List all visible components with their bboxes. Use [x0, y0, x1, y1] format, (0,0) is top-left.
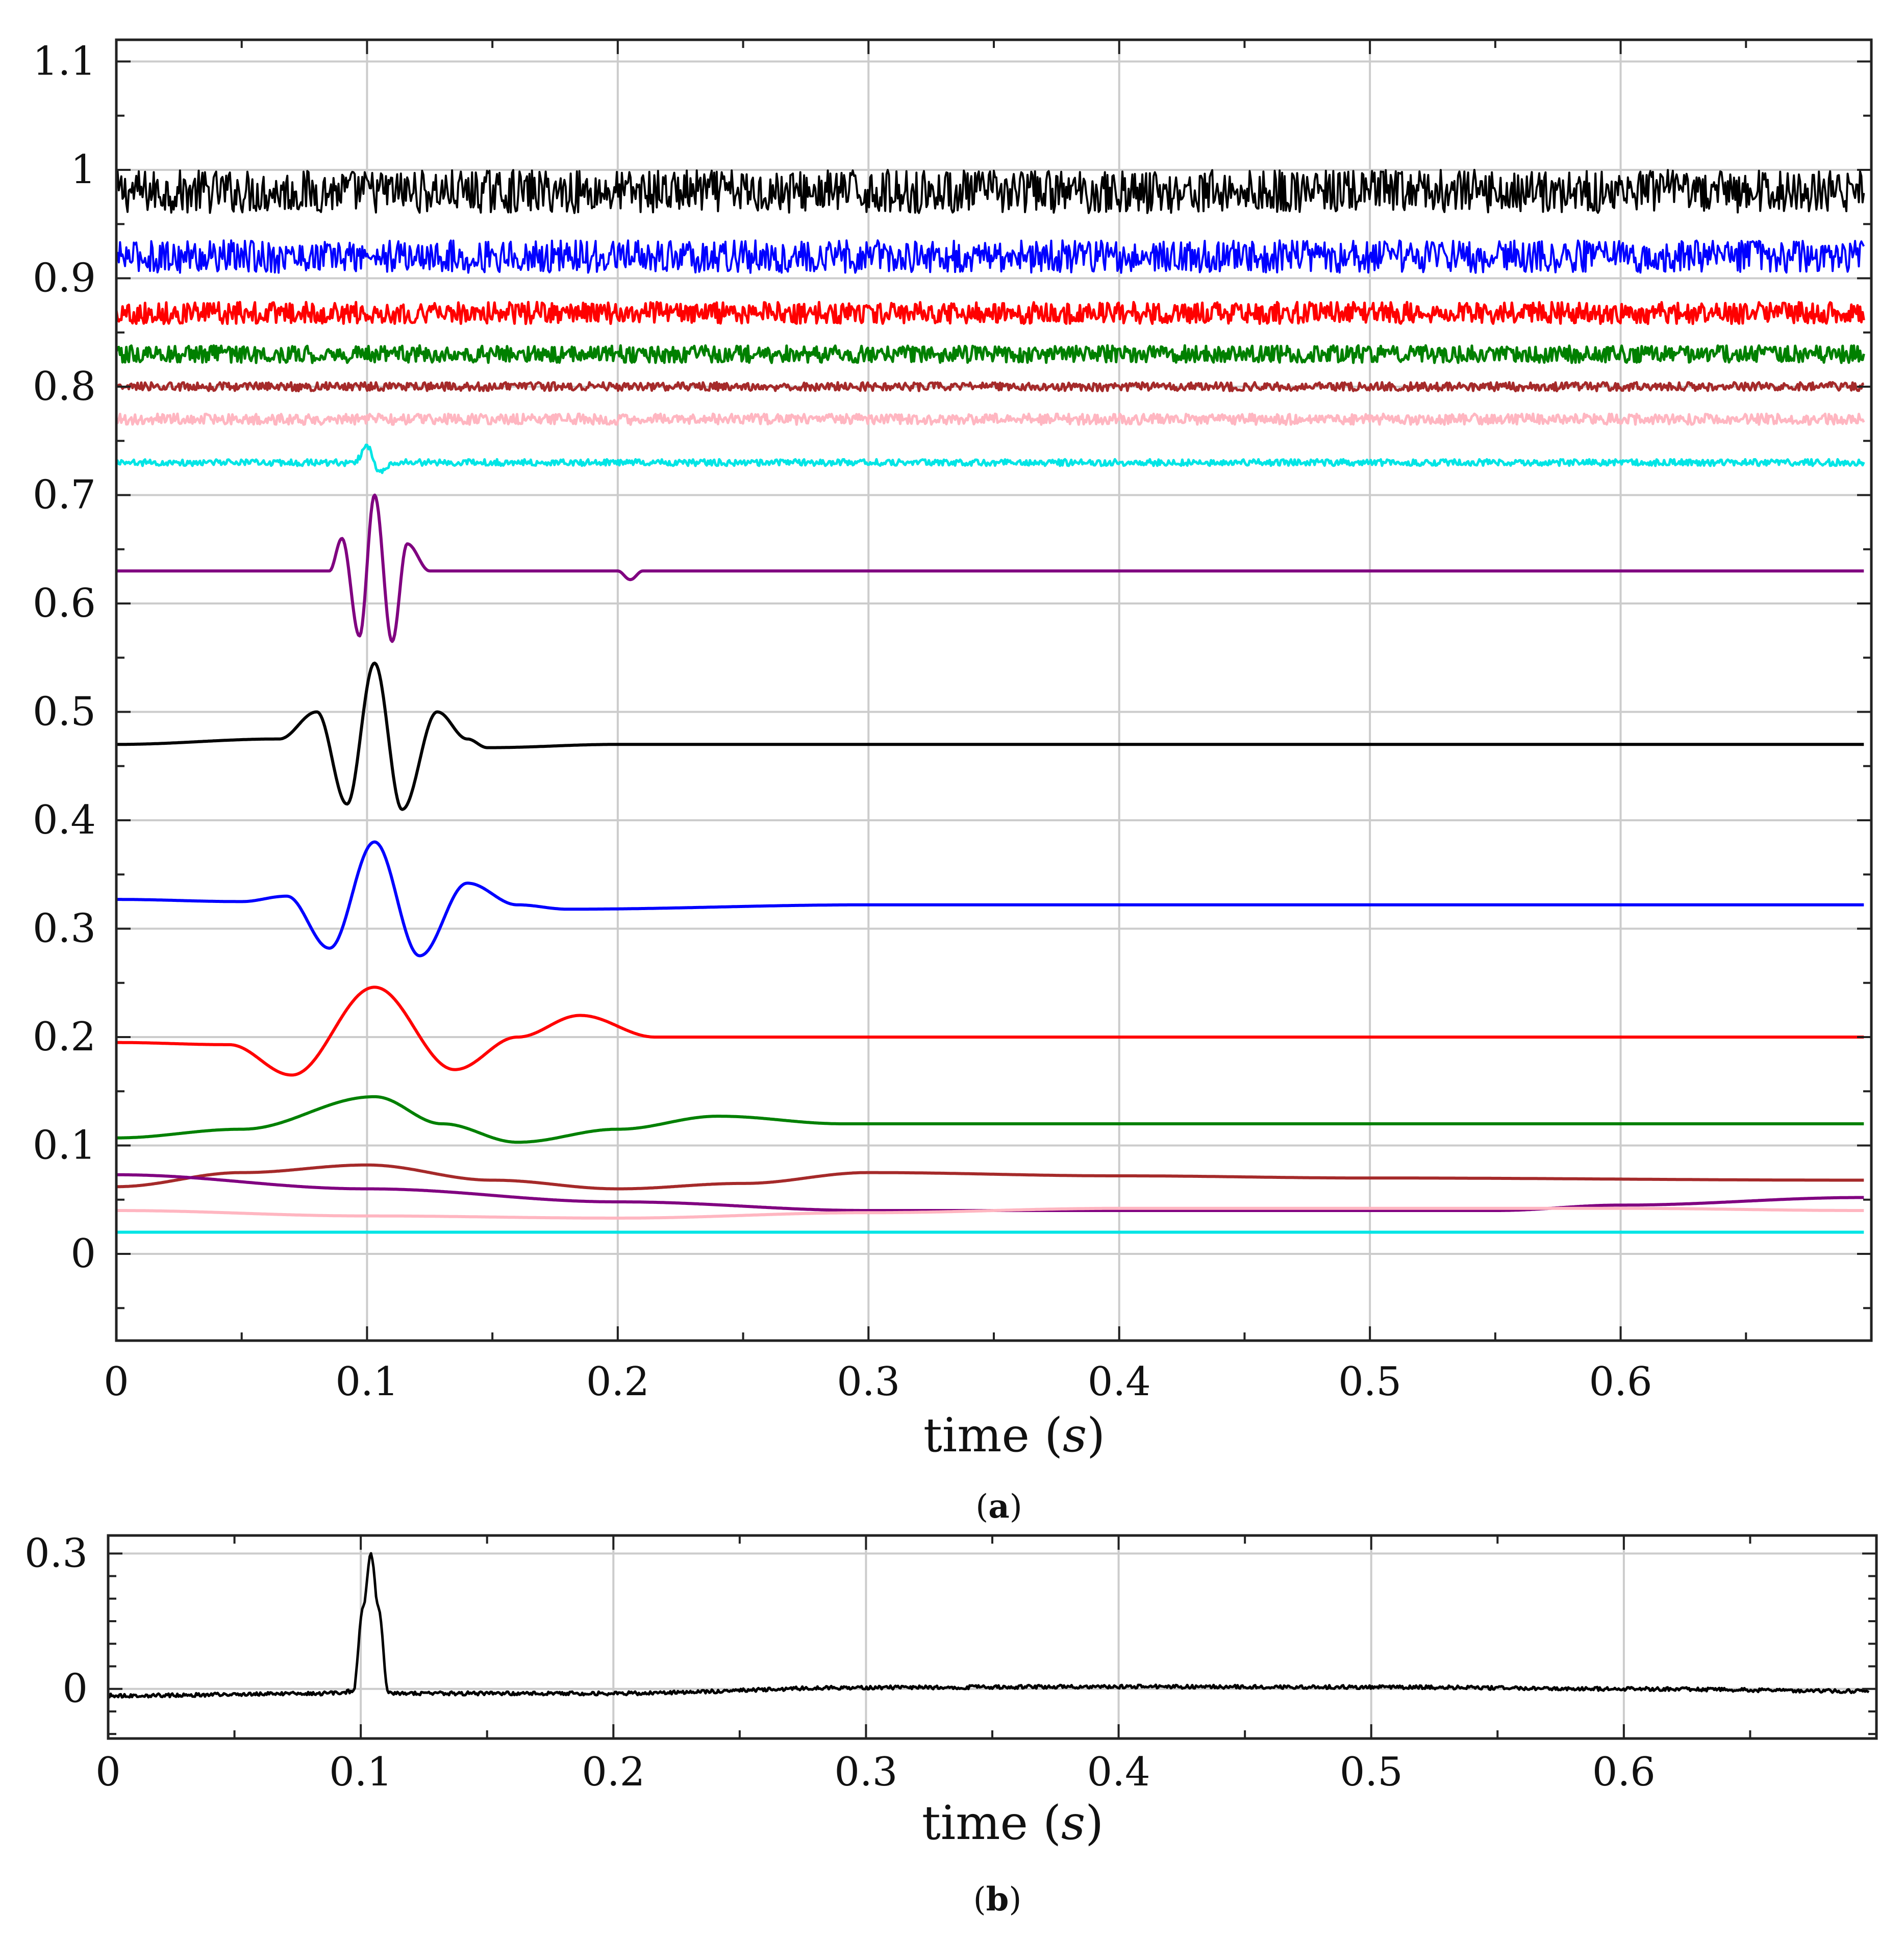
x-tick-label: 0.2 — [586, 1359, 649, 1405]
y-tick-label: 1 — [70, 147, 96, 193]
y-tick-label: 0.3 — [33, 906, 96, 952]
x-tick-label: 0.6 — [1592, 1749, 1656, 1795]
y-tick-label: 0.9 — [33, 256, 96, 301]
y-tick-label: 0.6 — [33, 581, 96, 626]
panel-label: (b) — [973, 1880, 1022, 1919]
series-line — [116, 1095, 1864, 1144]
series-line — [116, 493, 1864, 643]
y-tick-label: 0.1 — [33, 1123, 96, 1169]
x-tick-label: 0.4 — [1088, 1359, 1151, 1405]
y-tick-label: 0.4 — [33, 797, 96, 843]
y-tick-label: 0 — [70, 1231, 96, 1277]
y-tick-label: 0.3 — [24, 1530, 88, 1576]
series-line — [107, 1552, 1870, 1699]
series-line — [116, 1163, 1864, 1191]
x-tick-label: 0 — [104, 1359, 129, 1405]
x-tick-label: 0.3 — [837, 1359, 900, 1405]
series-line — [115, 169, 1865, 214]
x-axis-title: time (s) — [922, 1796, 1104, 1850]
series-line — [115, 412, 1865, 426]
x-tick-label: 0.3 — [834, 1749, 897, 1795]
y-tick-label: 0.2 — [33, 1014, 96, 1060]
x-tick-label: 0.4 — [1087, 1749, 1150, 1795]
y-tick-label: 0.7 — [33, 472, 96, 518]
y-tick-label: 1.1 — [33, 39, 96, 85]
x-tick-label: 0.2 — [582, 1749, 645, 1795]
x-tick-label: 0.5 — [1340, 1749, 1403, 1795]
y-tick-label: 0.8 — [33, 364, 96, 410]
x-axis-title: time (s) — [923, 1408, 1105, 1463]
x-tick-label: 0.6 — [1589, 1359, 1652, 1405]
y-tick-label: 0.5 — [33, 689, 96, 735]
series-line — [116, 986, 1864, 1077]
panel-a: 0 0.1 0.2 0.3 0.4 0.5 0.6 0 0.1 0.2 0.3 0.4 0.5 0.6 0.… — [33, 38, 1873, 1526]
panel-b: 0 0.1 0.2 0.3 0.4 0.5 0.6 0 0.3 time (s) (b) — [24, 1530, 1878, 1919]
series-line — [116, 1206, 1864, 1220]
x-tick-label: 0 — [95, 1749, 121, 1795]
series-line — [115, 381, 1865, 392]
series-line — [116, 239, 1865, 274]
series-line — [115, 344, 1865, 364]
x-tick-label: 0.1 — [335, 1359, 398, 1405]
x-tick-label: 0.5 — [1338, 1359, 1401, 1405]
series-line — [116, 840, 1864, 958]
series-line — [116, 661, 1864, 811]
series-line — [115, 300, 1865, 325]
x-tick-label: 0.1 — [329, 1749, 392, 1795]
panel-label: (a) — [975, 1488, 1022, 1526]
y-tick-label: 0 — [62, 1666, 88, 1712]
series-line — [115, 443, 1865, 474]
